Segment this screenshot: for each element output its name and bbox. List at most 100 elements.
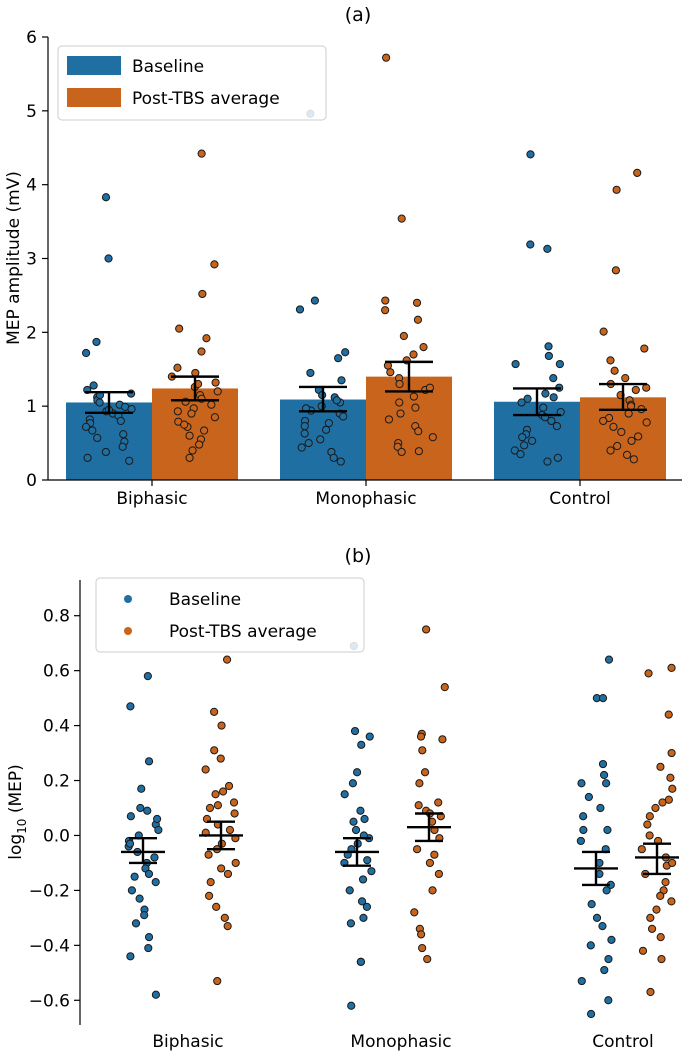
panel-a-point	[622, 450, 632, 459]
panel-b-point	[440, 683, 449, 692]
panel-b-point	[204, 850, 213, 859]
panel-b-point	[668, 858, 677, 868]
panel-b-point	[656, 762, 665, 771]
panel-a-point	[300, 429, 309, 438]
panel-b-point	[223, 922, 232, 931]
panel-b-point	[362, 902, 372, 911]
panel-a-y-tick-label: 3	[26, 250, 37, 270]
panel-b-point	[603, 825, 612, 835]
panel-a-point	[119, 430, 128, 439]
panel-a-point	[553, 453, 563, 462]
panel-a-y-axis-title: MEP amplitude (mV)	[4, 171, 24, 345]
panel-b-point	[136, 803, 145, 813]
panel-b-point	[144, 932, 154, 942]
panel-b-point	[216, 754, 225, 763]
panel-a-point	[642, 418, 651, 427]
panel-b-point	[359, 913, 368, 922]
panel-a-point	[297, 443, 306, 452]
panel-b-point	[201, 765, 210, 774]
panel-b-point	[222, 655, 232, 664]
panel-b-point	[352, 768, 362, 777]
panel-b-point	[418, 746, 427, 755]
panel-a-point	[381, 296, 390, 305]
panel-b-marks	[121, 625, 679, 1019]
panel-a-ticks: 0 1 2 3 4 5 6 Biphasic Monophasic Control	[26, 28, 611, 509]
panel-b-point	[144, 757, 154, 766]
panel-b-point	[646, 913, 655, 922]
panel-b-ticks: −0.6 −0.4 −0.2 0.0 0.2 0.4 0.6 0.8 Biphasic Monop…	[29, 607, 654, 1052]
panel-a-point	[510, 446, 519, 455]
panel-a-point	[543, 244, 552, 254]
panel-a-bar-biphasic-baseline	[66, 402, 152, 480]
panel-b-point	[577, 976, 586, 986]
panel-a-point	[337, 376, 346, 385]
panel-b-point	[415, 779, 424, 788]
panel-b-point	[144, 869, 154, 879]
panel-a-point	[173, 407, 182, 416]
panel-a-point	[555, 359, 564, 369]
panel-b-point	[367, 867, 376, 876]
panel-b-point	[638, 946, 648, 955]
panel-a-point	[414, 427, 423, 436]
panel-b-point	[664, 710, 673, 719]
panel-b-point	[644, 669, 653, 678]
panel-b-point	[206, 878, 215, 887]
panel-a-point	[185, 453, 194, 462]
panel-a-point	[541, 389, 550, 398]
panel-b-point	[130, 872, 139, 881]
panel-b-point	[602, 779, 611, 788]
panel-b-point	[231, 858, 240, 868]
panel-a-point	[428, 433, 437, 442]
panel-b-point	[205, 803, 215, 813]
panel-b-point	[358, 875, 368, 884]
panel-a-point	[414, 447, 423, 456]
panel-a-point	[324, 419, 333, 428]
panel-b-point	[211, 790, 220, 799]
panel-b-y-tick-label: 0.8	[43, 607, 70, 627]
panel-a-point	[180, 420, 189, 429]
panel-b-point	[350, 726, 360, 736]
panel-b-point	[579, 812, 588, 821]
panel-a-point	[606, 446, 615, 455]
panel-b-legend-post-marker	[124, 627, 132, 635]
panel-b-point	[596, 803, 605, 813]
panel-a-point	[341, 348, 350, 357]
panel-a-point	[211, 378, 220, 387]
panel-a-point	[118, 442, 127, 451]
panel-b-point	[434, 798, 443, 807]
panel-b-point	[586, 1009, 596, 1019]
panel-b-point	[604, 655, 614, 664]
panel-a-point	[295, 305, 305, 314]
panel-a-marks	[66, 53, 666, 480]
panel-a-point	[409, 350, 418, 359]
panel-b-point	[151, 990, 161, 999]
panel-b-point	[600, 965, 609, 975]
panel-b-point	[356, 806, 365, 815]
panel-b-point	[416, 732, 426, 741]
panel-a-point	[89, 381, 98, 390]
panel-b-point	[425, 858, 435, 868]
panel-a-point	[640, 344, 649, 353]
panel-a-point	[386, 368, 395, 377]
panel-b-point	[428, 886, 437, 895]
panel-b-point	[356, 957, 366, 966]
panel-a-point	[187, 409, 196, 418]
panel-b-point	[643, 820, 652, 829]
panel-b-category-label-monophasic: Monophasic	[350, 1032, 451, 1052]
panel-a-point	[413, 315, 423, 324]
panel-a-point	[523, 394, 532, 403]
panel-b-point	[357, 740, 366, 749]
panel-b-point	[217, 721, 226, 730]
panel-b-point	[647, 924, 657, 933]
panel-a-point	[606, 356, 615, 365]
panel-a-point	[633, 168, 642, 177]
panel-a-title: (a)	[345, 4, 371, 26]
panel-a-point	[629, 455, 638, 464]
panel-b-legend-frame	[95, 577, 365, 653]
panel-a-point	[412, 298, 422, 307]
panel-a-legend: Baseline Post-TBS average	[57, 45, 327, 121]
panel-a-bar-biphasic-post-tbs-average	[152, 388, 238, 480]
panel-a-point	[173, 363, 182, 372]
panel-a-point	[382, 53, 391, 62]
panel-a-point	[543, 457, 552, 466]
